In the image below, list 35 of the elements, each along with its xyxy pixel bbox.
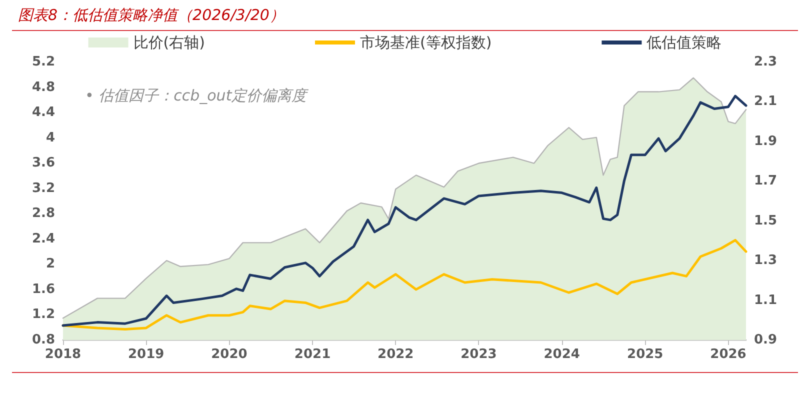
y2-tick-label: 0.9: [754, 332, 778, 348]
y2-tick-label: 1.5: [754, 213, 778, 228]
y-tick-label: 3.6: [32, 156, 55, 171]
x-tick-label: 2022: [378, 347, 414, 362]
x-tick-label: 2018: [44, 347, 82, 362]
legend-label: 市场基准(等权指数): [360, 34, 492, 52]
x-tick-label: 2025: [627, 347, 664, 362]
y-tick-label: 2.4: [32, 231, 55, 246]
y2-tick-label: 2.3: [754, 54, 778, 70]
y-tick-label: 3.2: [32, 180, 55, 196]
x-tick-label: 2020: [211, 347, 248, 362]
y-tick-label: 4.8: [32, 80, 55, 95]
x-tick-label: 2026: [710, 347, 746, 362]
y2-tick-label: 1.7: [754, 174, 778, 189]
annotation: • 估值因子：ccb_out定价偏离度: [85, 86, 310, 104]
y-tick-label: 4: [46, 130, 55, 146]
y-tick-label: 4.4: [32, 105, 55, 120]
x-tick-label: 2019: [128, 347, 164, 362]
y2-tick-label: 1.3: [754, 253, 778, 268]
y2-tick-label: 2.1: [754, 94, 778, 110]
y-tick-label: 2.8: [32, 206, 55, 222]
y-tick-label: 1.2: [32, 307, 55, 322]
x-tick-label: 2023: [460, 347, 497, 362]
y-tick-label: 5.2: [32, 54, 55, 70]
x-tick-label: 2021: [294, 347, 331, 362]
x-tick-label: 2024: [544, 347, 580, 362]
legend-label: 比价(右轴): [133, 34, 206, 52]
y-tick-label: 1.6: [32, 282, 55, 297]
y-tick-label: 2: [46, 256, 55, 272]
y-tick-label: 0.8: [32, 332, 55, 348]
legend-label: 低估值策略: [646, 34, 722, 52]
line-series: [62, 238, 748, 331]
y2-tick-label: 1.9: [754, 134, 778, 149]
chart-title: 图表8：低估值策略净值（2026/3/20）: [18, 6, 284, 25]
y2-tick-label: 1.1: [754, 292, 778, 308]
